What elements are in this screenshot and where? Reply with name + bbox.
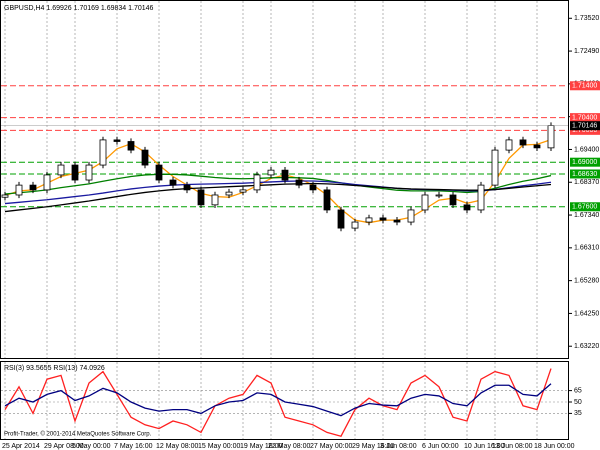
x-tick-label: 29 May 16:00 [352,443,395,450]
candle-body [71,164,79,181]
candle-body [281,169,289,181]
candle-body [99,139,107,166]
candle-body [491,149,499,186]
y-tick-label: 1.72490 [574,48,599,55]
candle-body [477,184,485,211]
x-tick-label: 3 Jun 08:00 [380,443,417,450]
candle-body [379,217,387,221]
x-tick-label: 25 Apr 2014 [2,443,40,450]
candle-body [337,209,345,229]
candle-body [295,179,303,186]
moving-average [4,173,552,195]
candle-body [29,184,37,191]
copyright: Profit-Trader, © 2001-2014 MetaQuotes So… [4,431,152,438]
candle-body [155,164,163,181]
candle-body [43,174,51,191]
candle-body [15,184,23,196]
candle-body [463,204,471,211]
candle-body [1,194,9,198]
x-tick-label: 18 Jun 00:00 [534,443,575,450]
x-tick-label: 5 May 00:00 [72,443,111,450]
y-tick-label: 65 [574,387,582,394]
y-tick-label: 1.63220 [574,343,599,350]
y-tick-label: 1.73520 [574,15,599,22]
candle-body [351,221,359,229]
level-label: 1.70400 [572,114,597,121]
candle-body [183,184,191,191]
level-label: 1.69000 [572,159,597,166]
y-tick-label: 1.69400 [574,146,599,153]
candle-body [211,194,219,206]
x-tick-label: 12 May 08:00 [156,443,199,450]
last-price-label: 1.70146 [572,123,597,130]
x-tick-label: 19 May 16:00 [240,443,283,450]
candle-body [365,217,373,223]
y-tick-label: 50 [574,399,582,406]
candle-body [239,189,247,193]
level-tag [570,202,600,212]
candle-body [505,139,513,151]
rsi-panel [0,361,569,440]
candle-body [309,184,317,191]
candle-body [421,194,429,211]
x-tick-label: 15 May 00:00 [198,443,241,450]
x-tick-label: 6 Jun 00:00 [422,443,459,450]
rsi-title: RSI(3) 93.5655 RSI(13) 74.0926 [4,365,105,372]
x-tick-label: 10 Jun 16:00 [464,443,505,450]
level-label: 1.70000 [572,127,597,134]
last-price-tag [570,121,600,131]
y-tick-label: 1.66310 [574,245,599,252]
rsi-line [4,368,552,437]
x-tick-label: 13 Jun 08:00 [492,443,533,450]
candle-body [85,164,93,181]
level-label: 1.68630 [572,171,597,178]
x-tick-label: 29 Apr 08:00 [44,443,84,450]
candle-body [225,191,233,196]
candle-body [127,141,135,151]
y-tick-label: 1.64250 [574,310,599,317]
candle-body [533,144,541,149]
rsi-line [4,383,552,417]
y-tick-label: 1.65280 [574,277,599,284]
level-tag [570,157,600,167]
candle-body [197,189,205,206]
level-tag [570,81,600,91]
y-tick-label: 35 [574,410,582,417]
level-tag [570,113,600,123]
candle-body [407,209,415,223]
candle-body [323,189,331,211]
candle-body [113,139,121,142]
candle-body [519,139,527,146]
level-tag [570,125,600,135]
candle-body [449,194,457,206]
x-tick-label: 27 May 00:00 [310,443,353,450]
y-tick-label: 1.67340 [574,212,599,219]
level-label: 1.71400 [572,83,597,90]
level-tag [570,169,600,179]
candle-body [267,169,275,176]
candle-body [253,174,261,191]
level-label: 1.67600 [572,204,597,211]
x-tick-label: 22 May 08:00 [268,443,311,450]
x-tick-label: 7 May 16:00 [114,443,153,450]
symbol-title: GBPUSD,H4 1.69926 1.70169 1.69834 1.7014… [4,5,154,12]
candle-body [141,149,149,166]
candle-body [393,219,401,223]
candle-body [547,125,555,149]
candle-body [435,194,443,197]
candle-body [57,164,65,176]
y-tick-label: 1.68370 [574,179,599,186]
moving-average [4,138,552,224]
moving-average [4,182,552,213]
candle-body [169,179,177,186]
